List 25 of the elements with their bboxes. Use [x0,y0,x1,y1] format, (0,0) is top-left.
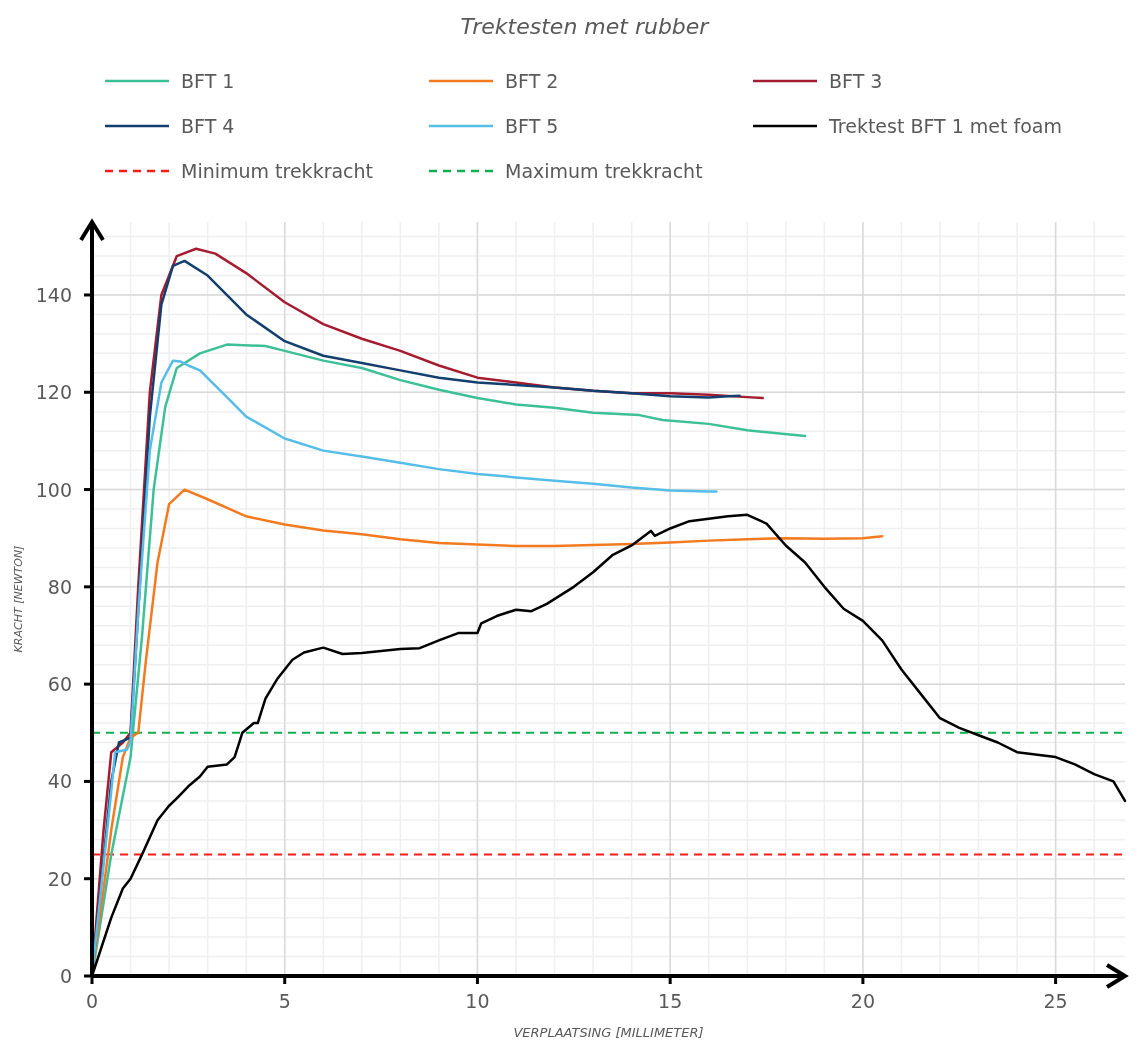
legend-label: BFT 1 [181,70,235,92]
legend-label: BFT 2 [505,70,559,92]
y-tick-label: 20 [47,867,72,890]
x-tick-label: 0 [85,990,99,1012]
x-tick-label: 15 [658,990,683,1012]
x-tick-label: 25 [1043,990,1068,1012]
y-tick-label: 0 [59,965,72,987]
legend-label: BFT 4 [181,115,235,137]
legend-label: BFT 3 [829,70,883,92]
y-tick-label: 100 [35,478,72,501]
legend-label: Minimum trekkracht [181,160,374,182]
legend-label: Maximum trekkracht [505,160,703,182]
y-tick-label: 60 [47,673,72,696]
x-tick-label: 10 [465,990,490,1012]
x-axis-title: VERPLAATSING [MILLIMETER] [513,1025,704,1040]
y-tick-label: 120 [35,381,72,404]
y-tick-label: 140 [35,283,72,306]
legend-label: Trektest BFT 1 met foam [828,115,1062,137]
y-tick-label: 80 [47,575,72,598]
legend-label: BFT 5 [505,115,559,137]
x-tick-label: 5 [278,990,291,1012]
chart-title: Trektesten met rubber [460,14,711,39]
x-tick-label: 20 [850,990,875,1012]
y-tick-label: 40 [47,770,72,793]
y-axis-title: KRACHT [NEWTON] [12,545,25,653]
